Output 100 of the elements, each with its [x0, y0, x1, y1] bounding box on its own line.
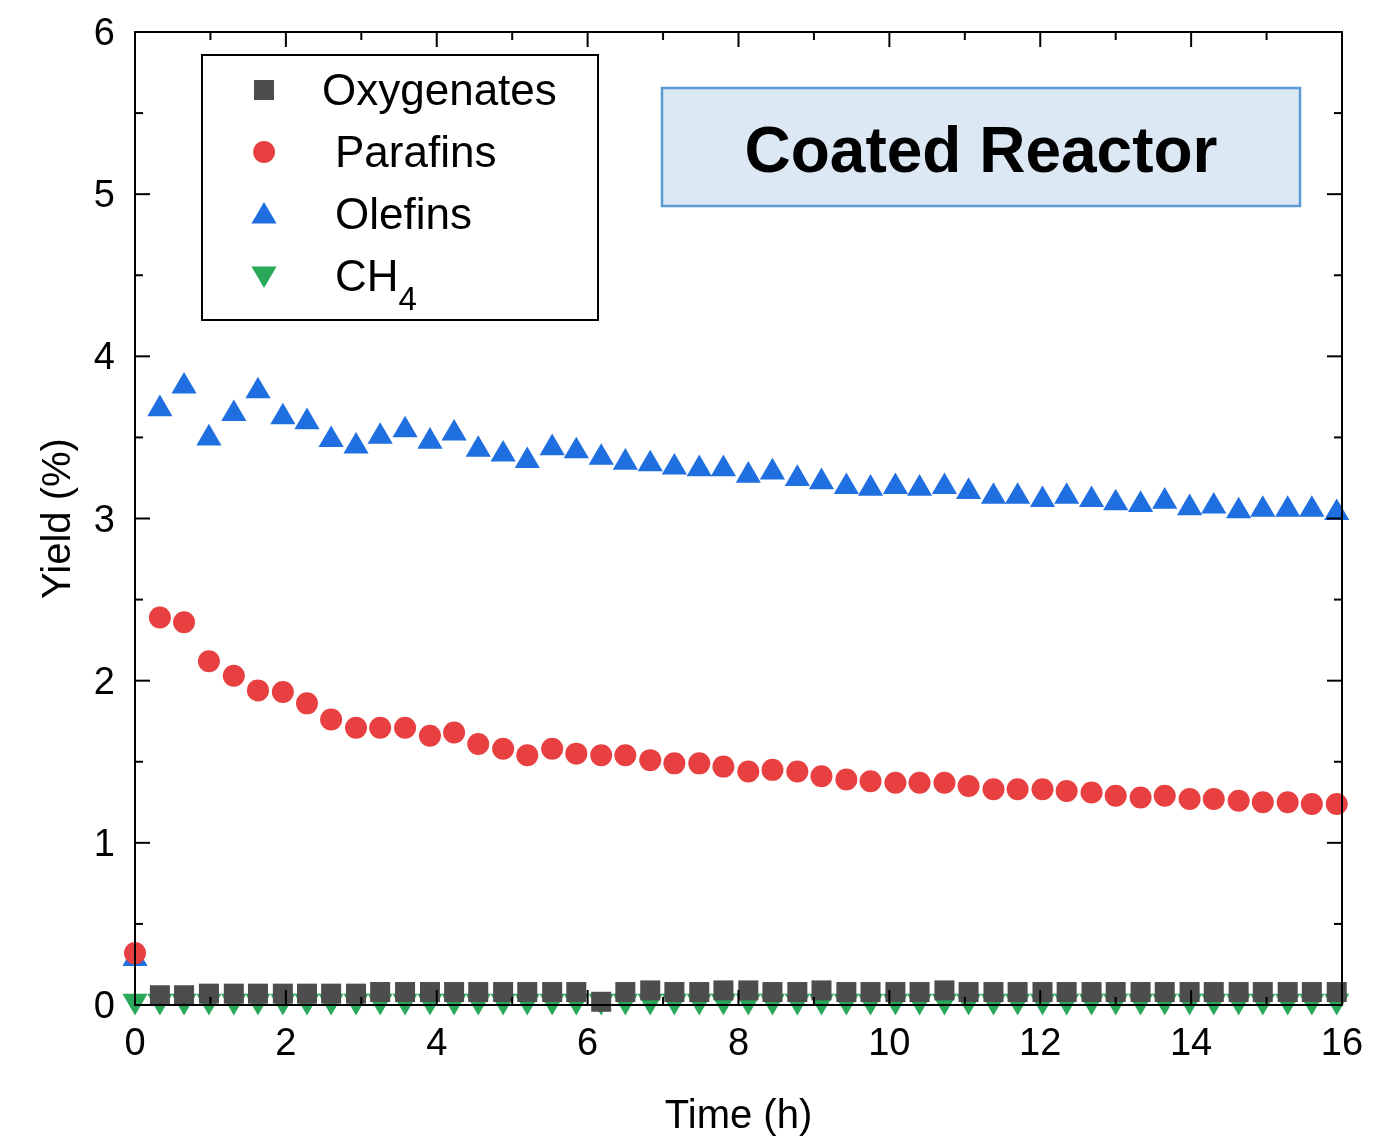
point [590, 744, 613, 767]
y-tick-label: 4 [93, 335, 115, 378]
point [957, 775, 980, 798]
point [565, 742, 588, 765]
point [664, 982, 685, 1003]
point [490, 440, 516, 462]
point [710, 454, 737, 477]
point [444, 982, 465, 1003]
point [1275, 495, 1301, 517]
point [1031, 778, 1054, 801]
point [1251, 791, 1274, 814]
point [836, 982, 857, 1003]
point [787, 982, 808, 1003]
point [1226, 496, 1252, 519]
point [808, 467, 835, 490]
x-tick-label: 0 [124, 1021, 146, 1063]
point [934, 980, 955, 1001]
point [1130, 982, 1151, 1003]
x-tick-label: 14 [1169, 1021, 1213, 1063]
point [759, 457, 786, 480]
point [173, 611, 196, 634]
point [395, 982, 416, 1003]
point [1103, 488, 1129, 511]
point [1152, 487, 1178, 509]
point [1202, 788, 1225, 811]
point [906, 474, 933, 496]
point [563, 436, 589, 459]
point [1154, 982, 1175, 1003]
point [1177, 493, 1203, 516]
point [198, 983, 219, 1004]
y-tick-label: 6 [93, 11, 115, 53]
point [1104, 784, 1127, 807]
point [661, 452, 687, 475]
point [637, 449, 663, 472]
y-tick-label: 3 [93, 497, 115, 540]
point [514, 446, 540, 469]
point [588, 443, 614, 465]
point [517, 982, 538, 1003]
point [1228, 982, 1249, 1003]
point [663, 752, 686, 775]
y-tick-label: 5 [93, 173, 115, 216]
point [493, 982, 514, 1003]
point [418, 724, 441, 747]
point [810, 765, 833, 788]
legend-label: Parafins [335, 127, 497, 176]
point [492, 737, 515, 760]
point [857, 474, 884, 496]
point [197, 650, 220, 673]
point [245, 376, 271, 399]
point [1127, 490, 1154, 512]
point [1153, 784, 1176, 807]
point [884, 771, 907, 794]
point [222, 664, 245, 687]
point [980, 482, 1007, 504]
point [1105, 982, 1126, 1003]
point [221, 399, 247, 422]
point [417, 427, 443, 449]
point [318, 425, 344, 448]
point [1029, 485, 1056, 508]
point [441, 418, 467, 441]
point [1081, 982, 1102, 1003]
point [468, 982, 489, 1003]
point [1080, 781, 1103, 804]
point [1005, 482, 1031, 504]
point [640, 980, 661, 1001]
y-tick-label: 1 [93, 821, 115, 864]
point [171, 371, 197, 394]
point [982, 778, 1005, 801]
point [1300, 792, 1323, 815]
point [246, 679, 269, 702]
x-axis-title: Time (h) [664, 1092, 813, 1136]
point [516, 744, 539, 767]
point [271, 681, 294, 704]
point [689, 982, 710, 1003]
point [1129, 786, 1152, 809]
point [1032, 982, 1053, 1003]
point [345, 716, 368, 739]
y-axis-title: Yield (%) [34, 438, 78, 599]
point [958, 982, 979, 1003]
point [566, 982, 587, 1003]
point [735, 461, 761, 483]
point [465, 435, 491, 457]
point [882, 472, 909, 495]
point [467, 732, 490, 755]
point [811, 980, 832, 1001]
point [1276, 791, 1299, 814]
point [688, 752, 711, 775]
point [931, 472, 958, 495]
point [1227, 789, 1250, 812]
point [1055, 779, 1078, 802]
x-tick-label: 10 [868, 1021, 911, 1063]
point [639, 749, 662, 772]
point [321, 983, 342, 1004]
x-tick-label: 6 [577, 1021, 599, 1063]
point [686, 454, 712, 477]
point [784, 464, 810, 486]
point [1203, 982, 1224, 1003]
point [1006, 778, 1029, 801]
y-tick-label: 0 [93, 984, 115, 1026]
x-tick-label: 16 [1320, 1021, 1364, 1063]
